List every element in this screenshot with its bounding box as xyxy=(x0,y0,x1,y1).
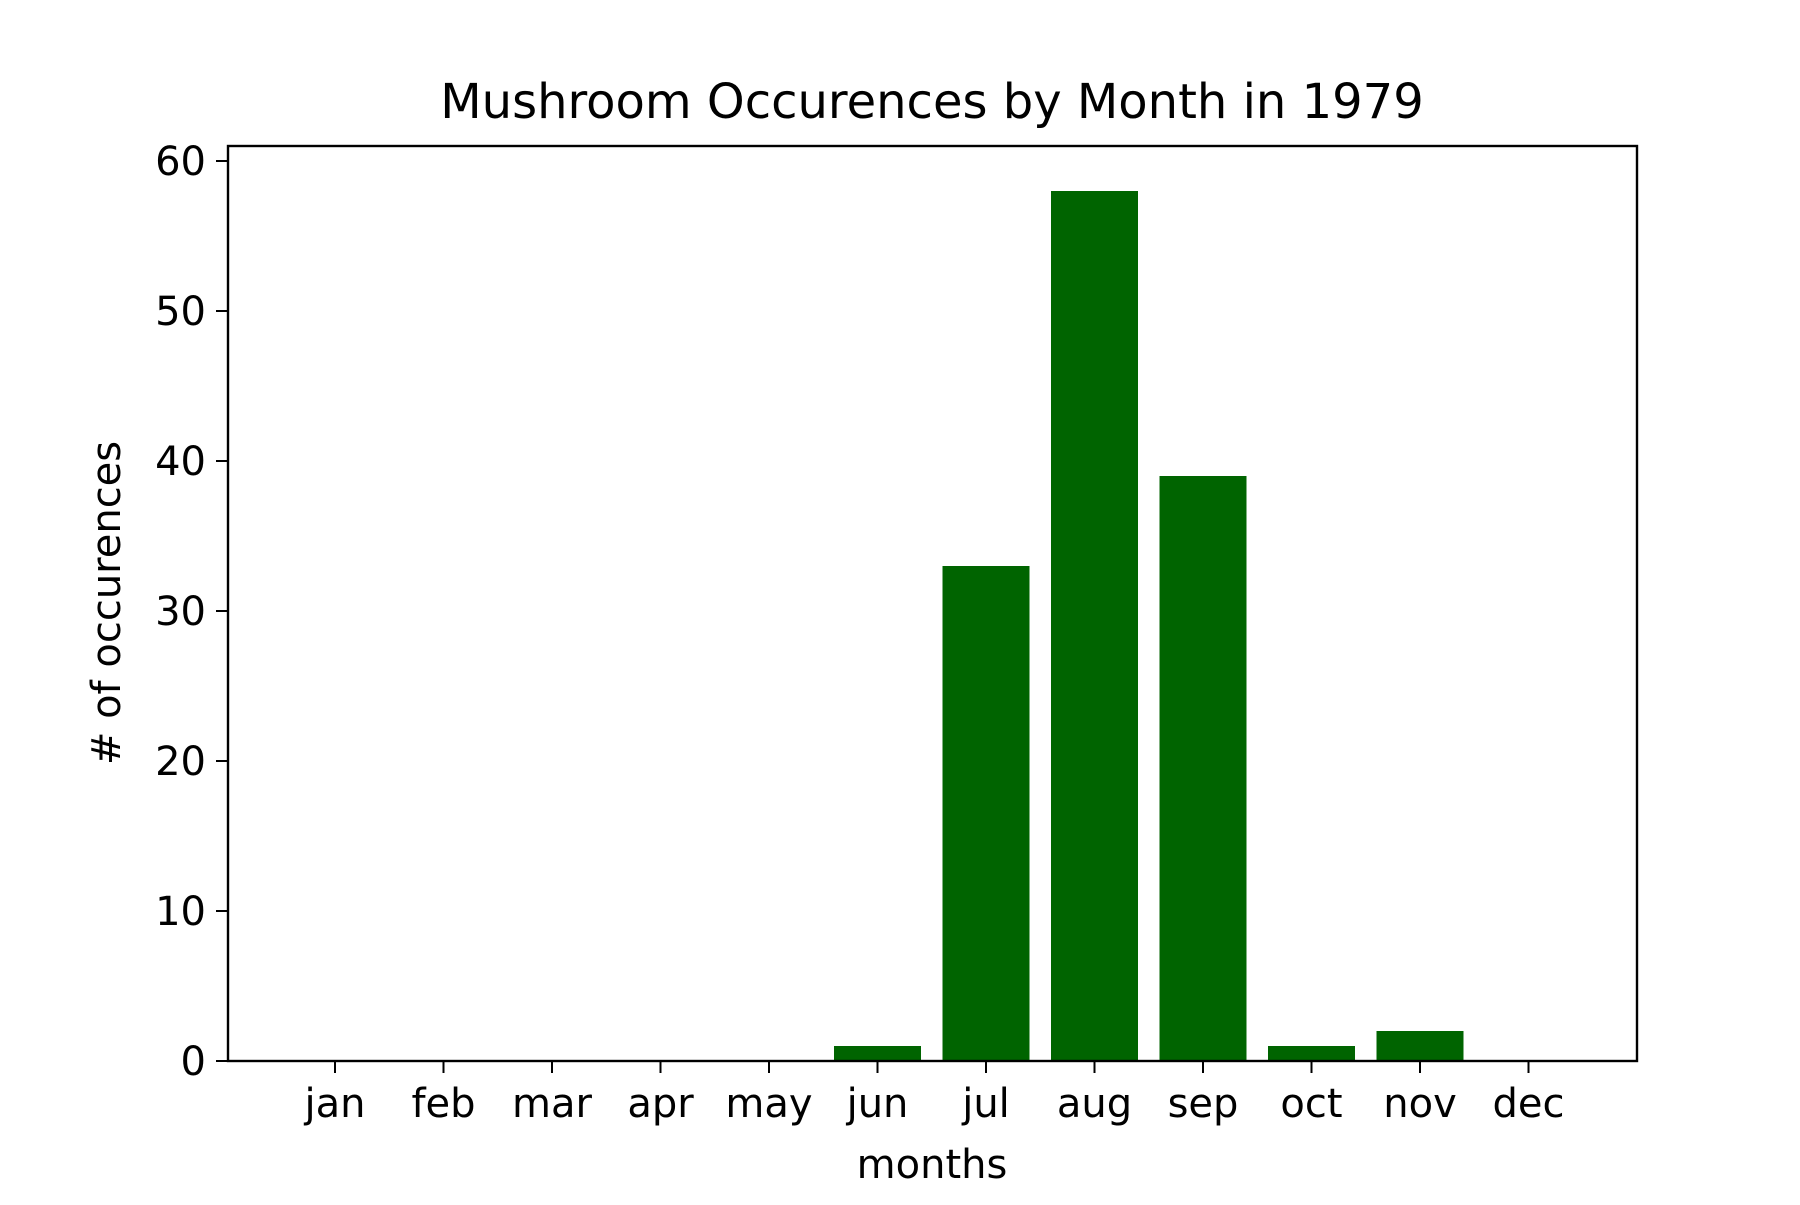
bar-sep xyxy=(1159,476,1247,1061)
x-axis: jan feb mar apr may jun jul aug sep oct nov dec xyxy=(304,1061,1565,1127)
bars-group xyxy=(834,191,1464,1061)
x-axis-label: months xyxy=(857,1142,1008,1188)
x-tick-label-apr: apr xyxy=(627,1081,694,1127)
bar-oct xyxy=(1268,1046,1355,1061)
y-tick-label-10: 10 xyxy=(155,889,206,935)
x-tick-label-dec: dec xyxy=(1493,1081,1565,1127)
x-tick-label-jun: jun xyxy=(846,1081,909,1127)
y-tick-label-0: 0 xyxy=(181,1039,206,1085)
x-tick-label-jan: jan xyxy=(304,1081,366,1127)
x-tick-label-mar: mar xyxy=(512,1081,592,1127)
x-tick-label-oct: oct xyxy=(1280,1081,1342,1127)
x-tick-label-nov: nov xyxy=(1383,1081,1457,1127)
y-tick-label-60: 60 xyxy=(155,139,206,185)
y-tick-label-50: 50 xyxy=(155,289,206,335)
plot-frame xyxy=(226,144,1639,1063)
x-tick-label-sep: sep xyxy=(1168,1081,1239,1127)
chart-title: Mushroom Occurences by Month in 1979 xyxy=(440,74,1424,130)
x-tick-label-feb: feb xyxy=(411,1081,475,1127)
x-tick-label-aug: aug xyxy=(1057,1081,1132,1127)
y-tick-label-20: 20 xyxy=(155,739,206,785)
bar-nov xyxy=(1376,1031,1464,1061)
y-axis: 0 10 20 30 40 50 60 xyxy=(155,139,228,1085)
bar-jul xyxy=(942,566,1030,1061)
bar-jun xyxy=(834,1046,921,1061)
bar-aug xyxy=(1051,191,1138,1061)
x-tick-label-may: may xyxy=(725,1081,812,1127)
x-tick-label-jul: jul xyxy=(961,1081,1010,1127)
y-tick-label-30: 30 xyxy=(155,589,206,635)
y-axis-label: # of occurences xyxy=(84,441,130,765)
y-tick-label-40: 40 xyxy=(155,439,206,485)
